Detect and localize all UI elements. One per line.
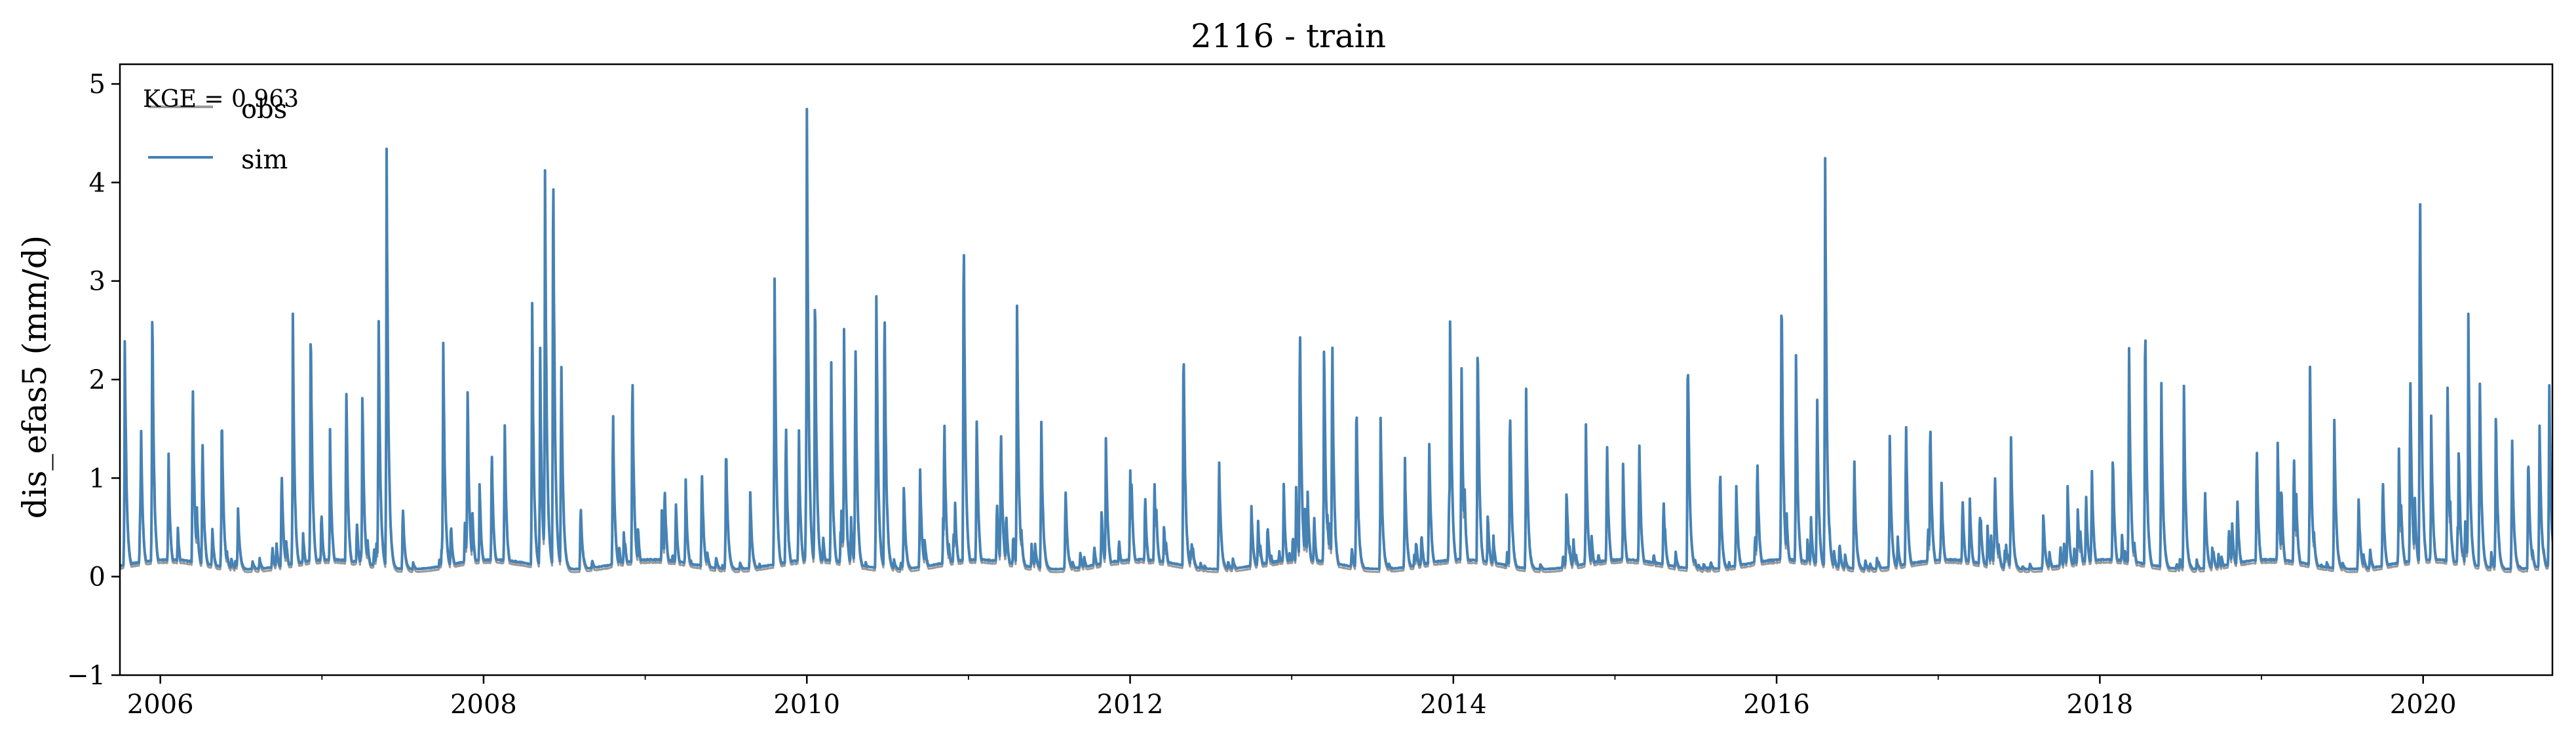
chart-title: 2116 - train	[1191, 17, 1386, 55]
x-tick-label: 2020	[2390, 690, 2457, 720]
plot-frame	[119, 63, 2554, 676]
y-axis: −1 0 1 2 3 4 5	[67, 69, 120, 691]
legend-obs-label: obs	[241, 94, 287, 125]
x-tick-label: 2016	[1743, 690, 1810, 720]
y-axis-label: dis_efas5 (mm/d)	[16, 235, 54, 519]
x-tick-label: 2014	[1420, 690, 1487, 720]
x-tick-label: 2008	[450, 690, 517, 720]
y-tick-label: 4	[89, 168, 106, 198]
x-tick-label: 2018	[2066, 690, 2133, 720]
series-line-obs	[120, 143, 2552, 574]
kge-annotation: KGE = 0.963	[143, 86, 299, 113]
y-tick-label: 2	[89, 365, 106, 395]
series-line-sim	[120, 107, 2552, 571]
x-tick-label: 2006	[127, 690, 194, 720]
y-tick-label: 1	[89, 463, 106, 494]
x-tick-label: 2012	[1097, 690, 1164, 720]
series-layer	[120, 107, 2552, 574]
legend-sim-label: sim	[241, 145, 288, 175]
legend: obs sim	[148, 94, 288, 175]
x-tick-label: 2010	[773, 690, 840, 720]
y-tick-label: 3	[89, 267, 106, 297]
y-tick-label: 0	[89, 562, 106, 593]
x-axis: 2006 2008 2010 2012 2014 2016 2018 2020	[127, 675, 2457, 720]
y-tick-label: 5	[89, 69, 106, 100]
y-tick-label: −1	[67, 661, 106, 691]
